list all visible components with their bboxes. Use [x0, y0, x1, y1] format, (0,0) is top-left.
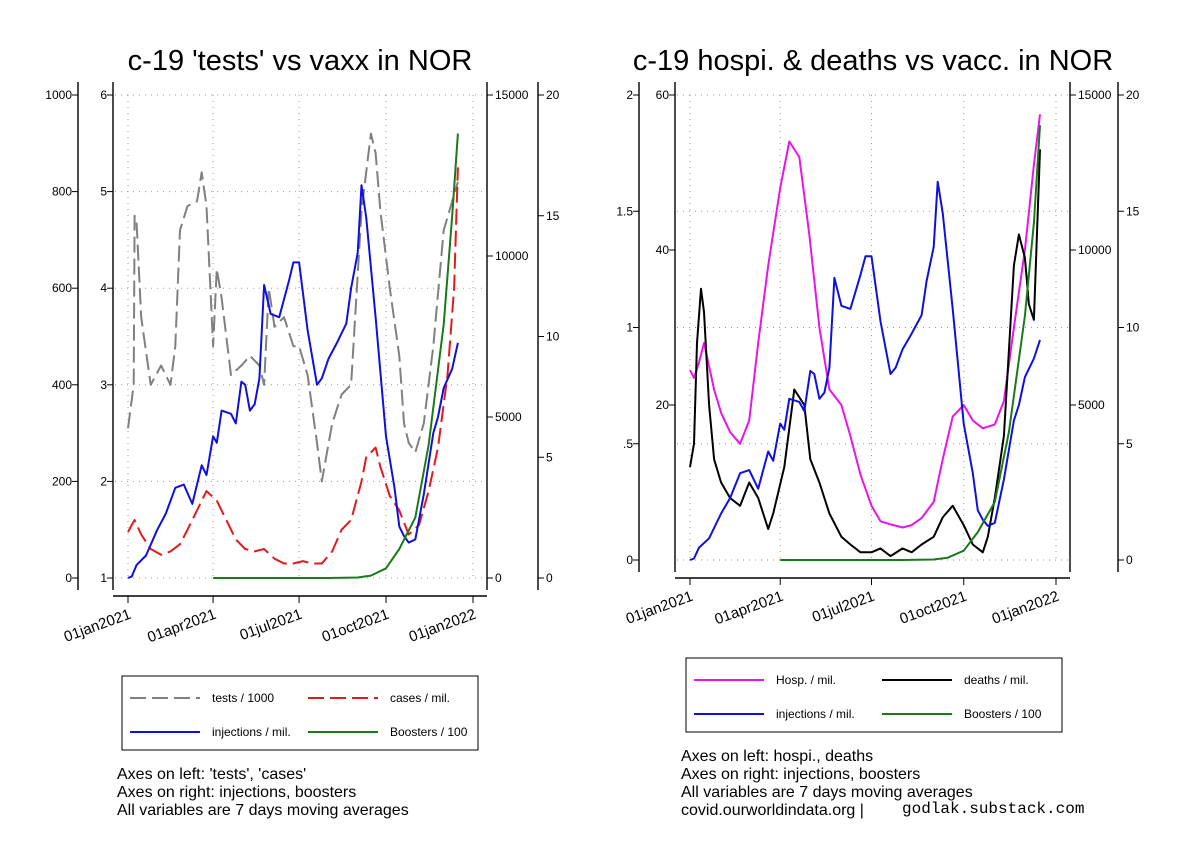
chart-left: 0 200 400 600 800 1000 1 2 3 4 5 6 0 5000 10000 15000 0 5…	[45, 82, 560, 647]
x-tick-label: 01jan2021	[62, 606, 134, 646]
axis-tick-label: 40	[656, 243, 670, 257]
axis-tick-label: 5000	[495, 410, 522, 424]
source-text: covid.ourworldindata.org |	[681, 802, 864, 819]
series-line-boosters-100	[213, 133, 459, 579]
axis-tick-label: 60	[656, 88, 670, 102]
axis-tick-label: 1	[100, 571, 107, 585]
axis-tick-label: 6	[100, 88, 107, 102]
series-line-cases-mil-	[127, 167, 459, 565]
credit-text: godlak.substack.com	[902, 800, 1084, 818]
legend-label: Boosters / 100	[390, 725, 468, 739]
note-left-3: All variables are 7 days moving averages	[117, 802, 409, 819]
axis-tick-label: 20	[546, 88, 560, 102]
x-tick-label: 01oct2021	[320, 606, 392, 646]
axis-tick-label: 1000	[45, 88, 72, 102]
series-line-deaths-mil-	[689, 149, 1041, 558]
axis-tick-label: 400	[52, 378, 72, 392]
axis-tick-label: 10000	[495, 249, 529, 263]
x-tick-label: 01jan2022	[407, 606, 479, 646]
series-line-tests-1000	[127, 132, 459, 483]
x-tick-label: 01apr2021	[145, 606, 218, 647]
legend-label: cases / mil.	[390, 691, 450, 705]
x-tick-label: 01jul2021	[237, 606, 304, 644]
axis-tick-label: 600	[52, 281, 72, 295]
chart-right: 0 .5 1 1.5 2 20 40 60 5000 10000 15000 0 5 10 15 20 01ja…	[616, 82, 1140, 629]
chart-title-right: c-19 hospi. & deaths vs vacc. in NOR	[633, 45, 1113, 77]
axis-tick-label: 20	[656, 398, 670, 412]
x-tick-label: 01jan2022	[990, 588, 1062, 628]
axis-tick-label: 5	[546, 450, 553, 464]
axis-tick-label: 10	[1126, 321, 1140, 335]
axis-tick-label: 15000	[495, 88, 529, 102]
note-left-2: Axes on right: injections, boosters	[117, 784, 356, 801]
axis-tick-label: 1	[626, 321, 633, 335]
axis-tick-label: 10000	[1078, 243, 1112, 257]
axis-tick-label: 4	[100, 281, 107, 295]
legend-label: injections / mil.	[212, 725, 291, 739]
x-tick-label: 01jan2021	[624, 588, 696, 628]
series-line-boosters-100	[780, 125, 1041, 561]
axis-tick-label: 5	[100, 185, 107, 199]
legend-label: Boosters / 100	[964, 707, 1042, 721]
legend-box	[121, 675, 479, 751]
axis-tick-label: 15	[1126, 204, 1140, 218]
axis-tick-label: 0	[1126, 553, 1133, 567]
axis-tick-label: .5	[623, 437, 633, 451]
axis-tick-label: 800	[52, 185, 72, 199]
axis-tick-label: 10	[546, 330, 560, 344]
legend-left: tests / 1000 cases / mil. injections / mil…	[121, 675, 479, 751]
legend-label: injections / mil.	[776, 707, 855, 721]
axis-tick-label: 3	[100, 378, 107, 392]
series-line-injections-mil-	[127, 184, 459, 579]
axis-tick-label: 2	[626, 88, 633, 102]
x-tick-label: 01jul2021	[810, 588, 877, 626]
axis-tick-label: 15	[546, 209, 560, 223]
axis-tick-label: 0	[65, 571, 72, 585]
axis-tick-label: 5	[1126, 437, 1133, 451]
axis-tick-label: 20	[1126, 88, 1140, 102]
note-left-1: Axes on left: 'tests', 'cases'	[117, 766, 306, 783]
axis-tick-label: 15000	[1078, 88, 1112, 102]
note-right-2: Axes on right: injections, boosters	[681, 766, 920, 783]
axis-tick-label: 0	[495, 571, 502, 585]
axis-tick-label: 200	[52, 474, 72, 488]
legend-label: deaths / mil.	[964, 673, 1029, 687]
note-right-3: All variables are 7 days moving averages	[681, 784, 973, 801]
series-line-injections-mil-	[689, 180, 1041, 561]
axis-tick-label: 0	[626, 553, 633, 567]
axis-tick-label: 2	[100, 474, 107, 488]
x-tick-label: 01oct2021	[897, 588, 969, 628]
chart-title-left: c-19 'tests' vs vaxx in NOR	[128, 45, 473, 77]
axis-tick-label: 0	[546, 571, 553, 585]
legend-box	[685, 657, 1063, 733]
legend-label: tests / 1000	[212, 691, 274, 705]
x-tick-label: 01apr2021	[712, 588, 785, 629]
axis-tick-label: 5000	[1078, 398, 1105, 412]
note-right-1: Axes on left: hospi., deaths	[681, 748, 873, 765]
legend-right: Hosp. / mil. deaths / mil. injections / mi…	[685, 657, 1063, 733]
series-line-hosp-mil-	[689, 114, 1041, 529]
legend-label: Hosp. / mil.	[776, 673, 836, 687]
axis-tick-label: 1.5	[616, 204, 633, 218]
